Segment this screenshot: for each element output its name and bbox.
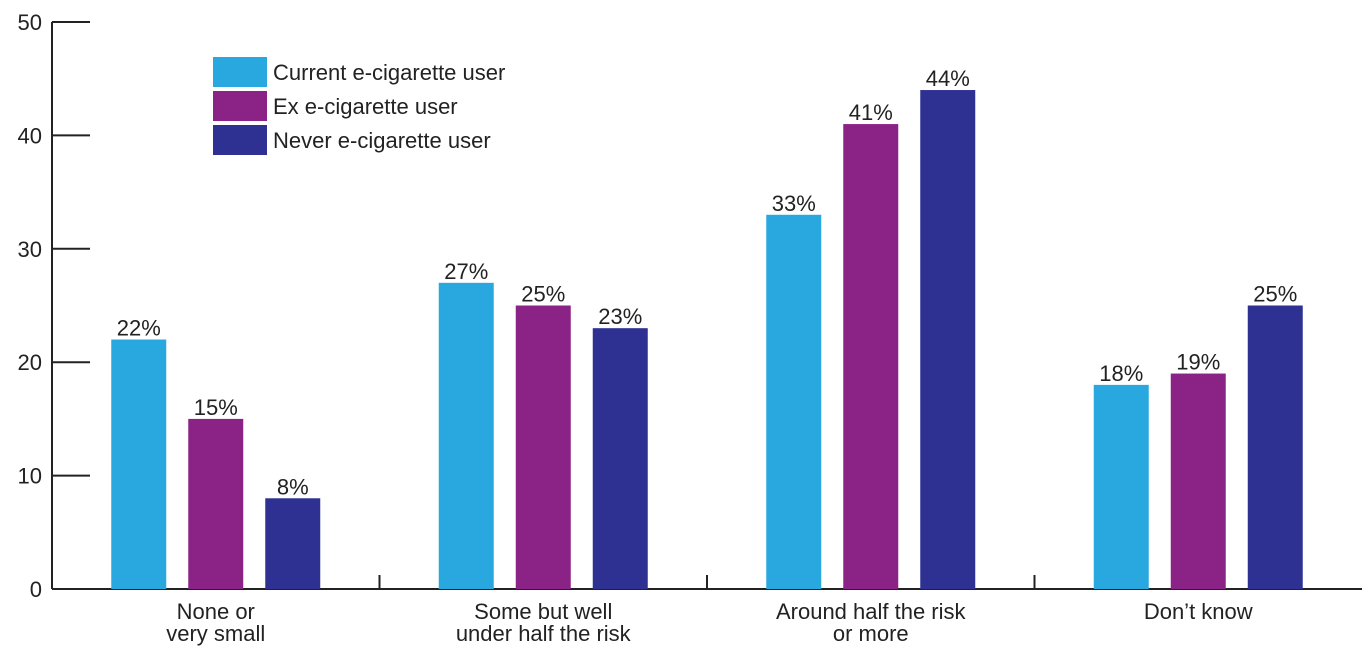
- bar: [592, 328, 648, 589]
- legend-swatch: [213, 125, 267, 155]
- bar: [438, 282, 494, 589]
- y-tick-label: 20: [18, 350, 42, 375]
- y-tick-label: 0: [30, 577, 42, 602]
- bars: 22% 15% 8% 27% 25% 23% 33% 41% 44% 18% 19% 25%: [111, 66, 1303, 589]
- bar: [1247, 305, 1303, 589]
- bar: [843, 124, 899, 589]
- y-tick-label: 30: [18, 237, 42, 262]
- category-label: None or: [177, 599, 255, 624]
- category-label: under half the risk: [456, 621, 632, 646]
- data-label: 18%: [1099, 361, 1143, 386]
- data-label: 44%: [926, 66, 970, 91]
- legend-label: Current e-cigarette user: [273, 60, 505, 85]
- y-tick-label: 10: [18, 464, 42, 489]
- y-tick-label: 40: [18, 123, 42, 148]
- data-label: 25%: [521, 282, 565, 307]
- category-label: very small: [166, 621, 265, 646]
- data-label: 23%: [598, 304, 642, 329]
- bar: [920, 90, 976, 589]
- data-label: 33%: [772, 191, 816, 216]
- data-label: 15%: [194, 395, 238, 420]
- y-tick-label: 50: [18, 10, 42, 35]
- data-label: 25%: [1253, 282, 1297, 307]
- bar: [515, 305, 571, 589]
- bar: [265, 498, 321, 589]
- data-label: 27%: [444, 259, 488, 284]
- data-label: 19%: [1176, 350, 1220, 375]
- category-label: Some but well: [474, 599, 612, 624]
- data-label: 22%: [117, 316, 161, 341]
- data-label: 41%: [849, 100, 893, 125]
- category-label: Don’t know: [1144, 599, 1253, 624]
- bar: [766, 214, 822, 589]
- legend: Current e-cigarette user Ex e-cigarette u…: [213, 57, 505, 155]
- data-label: 8%: [277, 474, 309, 499]
- category-label: Around half the risk: [776, 599, 967, 624]
- y-axis: 0 10 20 30 40 50: [18, 10, 90, 602]
- legend-label: Never e-cigarette user: [273, 128, 491, 153]
- bar: [188, 418, 244, 589]
- bar: [1170, 373, 1226, 589]
- bar: [1093, 384, 1149, 589]
- category-label: or more: [833, 621, 909, 646]
- bar: [111, 339, 167, 589]
- legend-label: Ex e-cigarette user: [273, 94, 458, 119]
- legend-swatch: [213, 91, 267, 121]
- legend-swatch: [213, 57, 267, 87]
